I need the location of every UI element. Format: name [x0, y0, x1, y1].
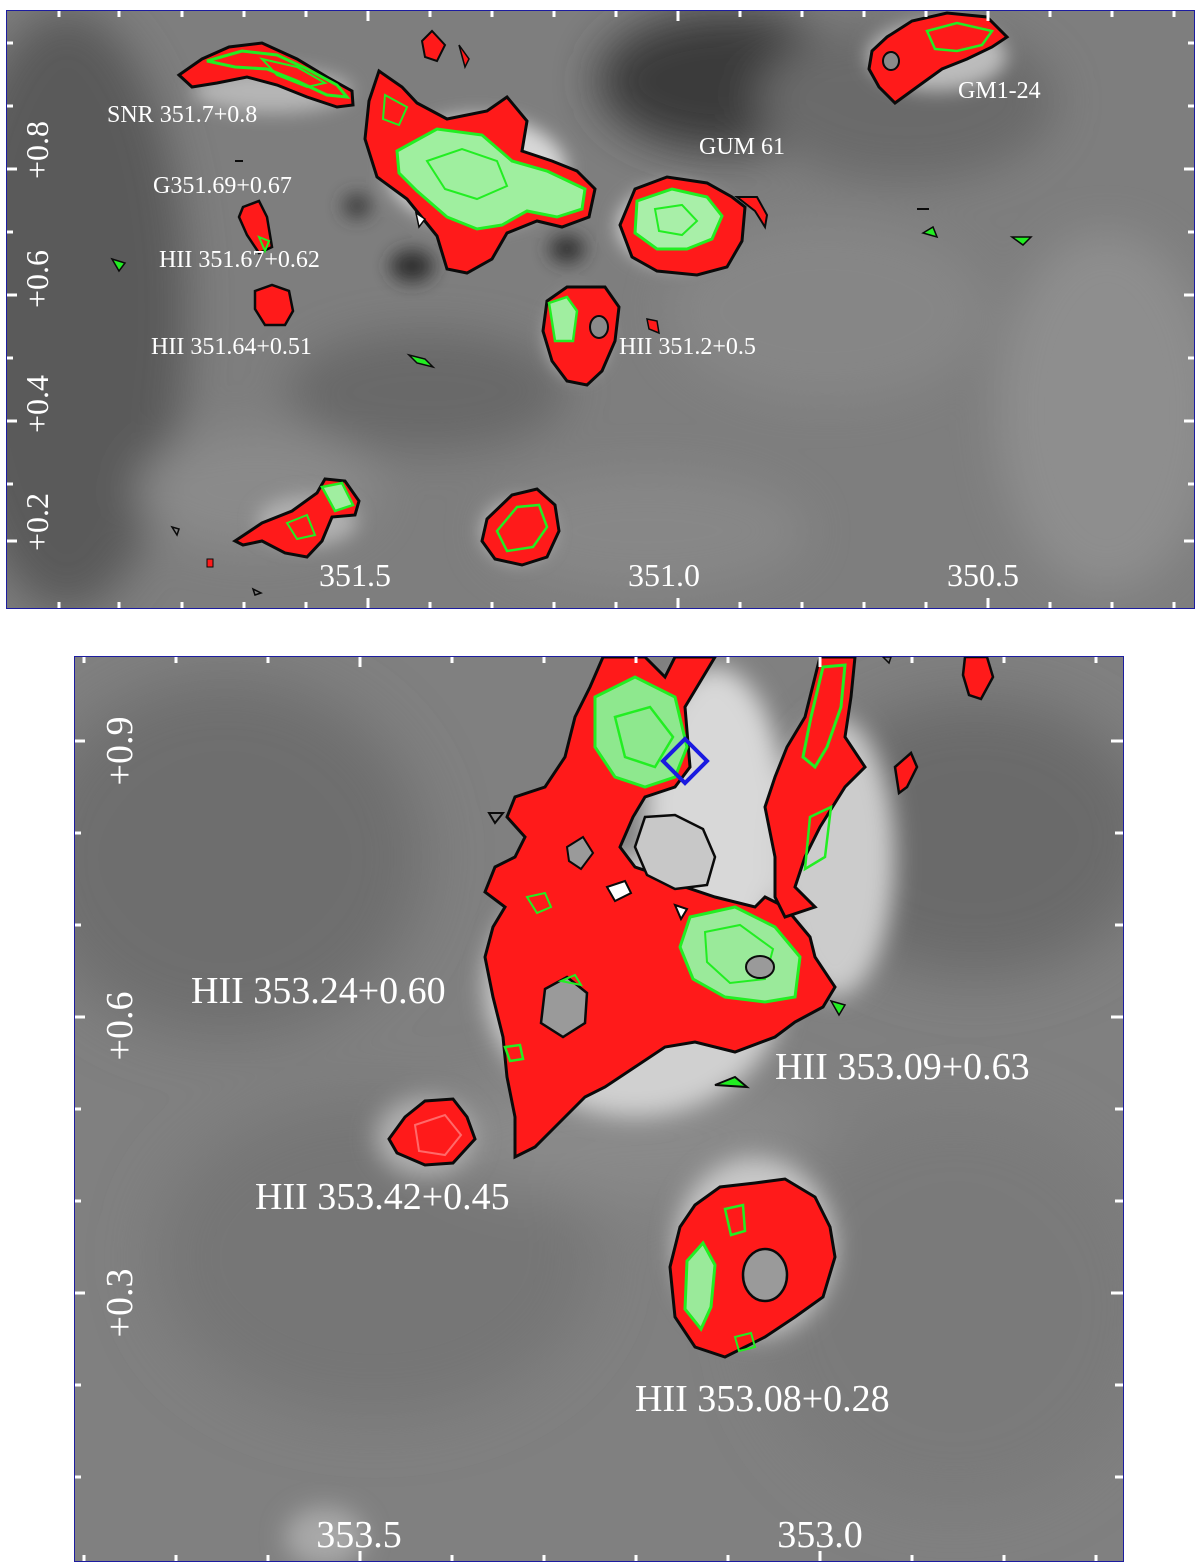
bottom-axis-ticks [75, 657, 1123, 1561]
contour-hii-351-2 [541, 285, 621, 387]
y-tick-label: +0.9 [99, 717, 141, 786]
region-label: HII 353.08+0.28 [635, 1378, 890, 1420]
bottom-map-canvas: 353.5 353.0 +0.9 +0.6 +0.3 HII 353.24+0.… [75, 657, 1123, 1561]
contour-north-east-fragments [487, 657, 995, 1089]
region-label: HII 353.42+0.45 [255, 1176, 510, 1218]
contour-hii-353-42 [387, 1097, 477, 1167]
region-label: HII 353.24+0.60 [191, 970, 446, 1012]
contour-south-west [232, 477, 361, 559]
region-label: HII 351.64+0.51 [151, 334, 312, 360]
x-tick-label: 351.5 [319, 557, 391, 593]
y-tick-label: +0.6 [99, 992, 141, 1061]
y-tick-label: +0.2 [19, 493, 55, 551]
region-label: GM1-24 [958, 78, 1041, 104]
region-label: HII 351.2+0.5 [619, 334, 756, 360]
contour-east-filament [763, 657, 867, 919]
y-tick-label: +0.8 [19, 121, 55, 179]
region-label: SNR 351.7+0.8 [107, 102, 257, 128]
region-label: HII 351.67+0.62 [159, 247, 320, 273]
contour-snr-351-7 [176, 41, 355, 109]
bottom-map-panel: 353.5 353.0 +0.9 +0.6 +0.3 HII 353.24+0.… [74, 656, 1124, 1562]
top-map-panel: 351.5 351.0 350.5 +0.8 +0.6 +0.4 +0.2 SN… [6, 10, 1195, 609]
contour-gum61-west [363, 68, 597, 275]
y-tick-label: +0.4 [19, 375, 55, 433]
contour-gm1-24 [867, 11, 1010, 105]
top-axis-ticks [7, 11, 1194, 608]
y-tick-label: +0.3 [99, 1269, 141, 1338]
x-tick-label: 351.0 [628, 557, 700, 593]
region-label: G351.69+0.67 [153, 173, 292, 199]
diamond-marker-icon [660, 736, 710, 786]
small-contour-fragments [110, 29, 1033, 596]
x-tick-label: 350.5 [947, 557, 1019, 593]
top-map-canvas: 351.5 351.0 350.5 +0.8 +0.6 +0.4 +0.2 SN… [7, 11, 1194, 608]
contour-south-mid [480, 487, 561, 567]
x-tick-label: 353.0 [777, 1514, 863, 1556]
y-tick-label: +0.6 [19, 250, 55, 308]
contour-hii-351-67 [237, 199, 274, 255]
contour-hii-353-08 [668, 1177, 837, 1359]
region-label: HII 353.09+0.63 [775, 1046, 1030, 1088]
background-texture [7, 11, 1194, 608]
contour-gum61 [618, 175, 769, 277]
region-label: GUM 61 [699, 134, 785, 160]
contour-hii-351-64 [253, 283, 295, 327]
x-tick-label: 353.5 [316, 1514, 402, 1556]
